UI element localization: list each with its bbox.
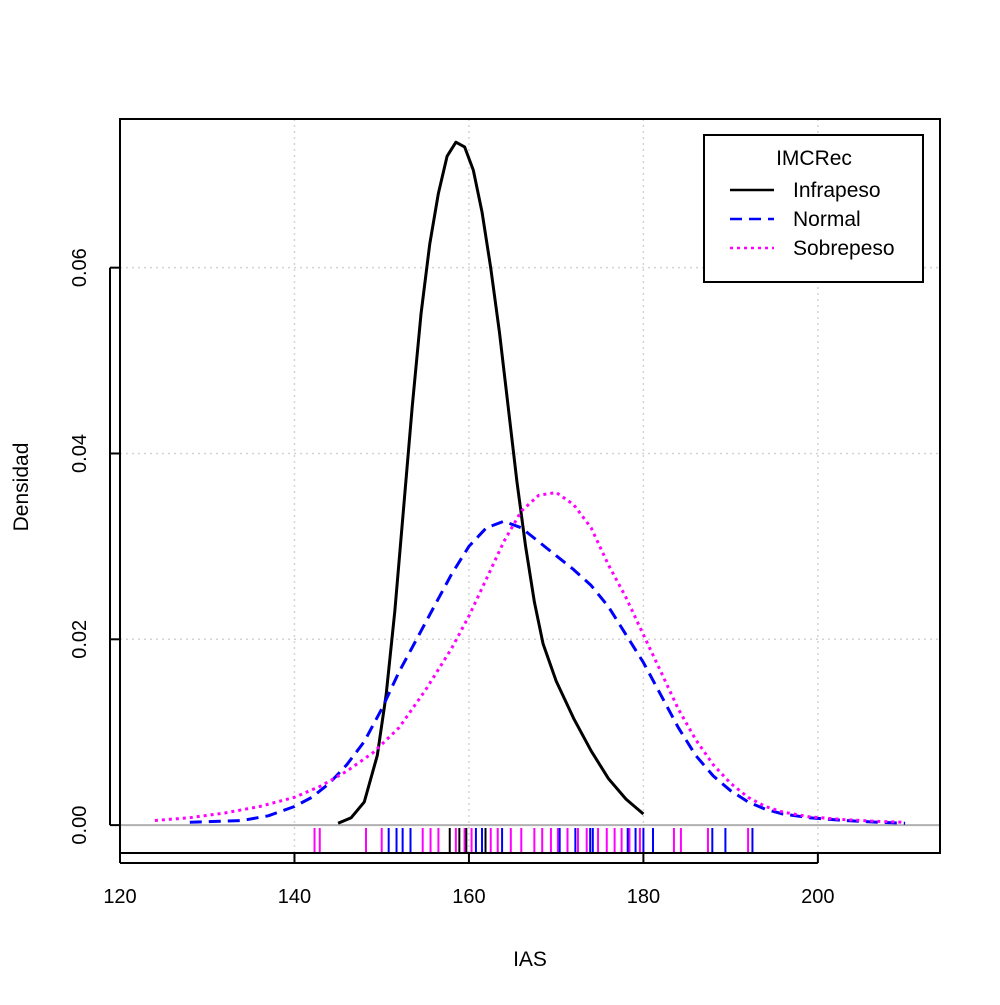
x-tick-label: 160: [452, 886, 485, 908]
legend-label: Sobrepeso: [793, 237, 895, 260]
x-tick-label: 200: [801, 886, 834, 908]
rug-marks: [313, 828, 754, 853]
y-axis: 0.00 0.02 0.04 0.06: [69, 248, 120, 845]
y-tick-label: 0.06: [69, 248, 91, 287]
x-tick-label: 180: [627, 886, 660, 908]
x-axis: 120 140 160 180 200: [103, 853, 835, 908]
y-axis-title: Densidad: [10, 443, 33, 532]
legend-label: Infrapeso: [793, 179, 881, 202]
plot-frame: [119, 118, 941, 854]
series-line-normal: [189, 519, 906, 825]
x-axis-title: IAS: [513, 948, 547, 971]
x-tick-label: 140: [278, 886, 311, 908]
x-tick-label: 120: [103, 886, 136, 908]
y-tick-label: 0.04: [69, 434, 91, 473]
series-line-sobrepeso: [154, 491, 906, 824]
y-tick-label: 0.00: [69, 806, 91, 845]
legend-title: IMCRec: [776, 147, 852, 170]
legend-box: [703, 134, 924, 283]
series-line-infrapeso: [337, 140, 645, 825]
density-curves: [154, 140, 906, 825]
legend: IMCRec Infrapeso Normal Sobrepeso: [703, 134, 924, 283]
legend-label: Normal: [793, 208, 861, 231]
legend-entries: Infrapeso Normal Sobrepeso: [730, 179, 895, 260]
grid-lines: [120, 119, 940, 853]
y-tick-label: 0.02: [69, 620, 91, 659]
